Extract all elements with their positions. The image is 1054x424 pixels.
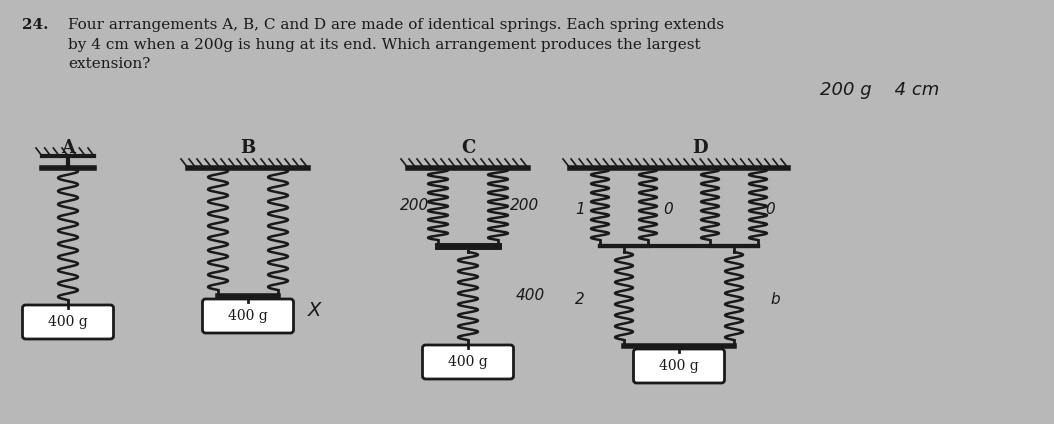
Text: 400 g: 400 g [228, 309, 268, 323]
Text: 24.: 24. [22, 18, 48, 32]
FancyBboxPatch shape [423, 345, 513, 379]
Text: 400: 400 [515, 287, 545, 302]
Text: D: D [692, 139, 708, 157]
FancyBboxPatch shape [202, 299, 293, 333]
Text: 400 g: 400 g [48, 315, 87, 329]
Text: X: X [309, 301, 321, 320]
Text: 400 g: 400 g [448, 355, 488, 369]
Text: 400 g: 400 g [659, 359, 699, 373]
Text: 1: 1 [575, 203, 585, 218]
Text: 0: 0 [663, 203, 672, 218]
Text: Four arrangements A, B, C and D are made of identical springs. Each spring exten: Four arrangements A, B, C and D are made… [69, 18, 724, 71]
Text: C: C [461, 139, 475, 157]
Text: B: B [240, 139, 256, 157]
Text: b: b [770, 293, 780, 307]
Text: 200 g    4 cm: 200 g 4 cm [820, 81, 939, 99]
Text: 200: 200 [401, 198, 430, 212]
Text: 0: 0 [765, 203, 775, 218]
Text: A: A [61, 139, 75, 157]
FancyBboxPatch shape [633, 349, 724, 383]
Text: 2: 2 [575, 293, 585, 307]
Text: 200: 200 [510, 198, 540, 212]
FancyBboxPatch shape [22, 305, 114, 339]
